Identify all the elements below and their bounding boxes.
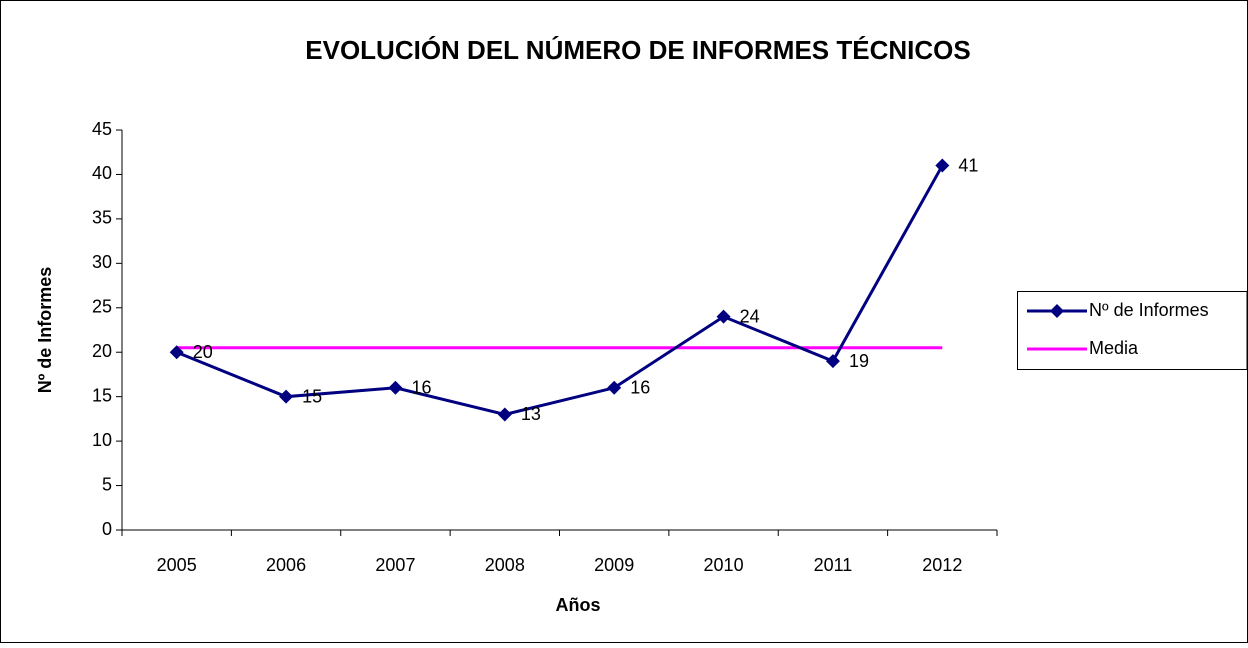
y-tick-label: 5 bbox=[102, 474, 112, 494]
x-axis-title: Años bbox=[556, 595, 601, 615]
x-tick-label: 2008 bbox=[485, 555, 525, 575]
y-tick-label: 20 bbox=[92, 341, 112, 361]
data-point bbox=[825, 354, 840, 369]
legend-box bbox=[1017, 291, 1248, 370]
data-point bbox=[169, 345, 184, 360]
data-label: 16 bbox=[630, 378, 650, 398]
y-tick-label: 30 bbox=[92, 252, 112, 272]
data-label: 24 bbox=[740, 306, 760, 326]
data-label: 15 bbox=[302, 386, 322, 406]
x-tick-label: 2010 bbox=[704, 555, 744, 575]
y-tick-label: 25 bbox=[92, 297, 112, 317]
data-label: 20 bbox=[193, 342, 213, 362]
data-point bbox=[497, 407, 512, 422]
data-point bbox=[607, 380, 622, 395]
legend-label: Media bbox=[1089, 338, 1139, 358]
y-tick-label: 15 bbox=[92, 385, 112, 405]
data-point bbox=[935, 158, 950, 173]
y-tick-label: 0 bbox=[102, 519, 112, 539]
y-tick-label: 40 bbox=[92, 163, 112, 183]
legend-label: Nº de Informes bbox=[1089, 300, 1209, 320]
x-tick-label: 2012 bbox=[922, 555, 962, 575]
y-tick-label: 10 bbox=[92, 430, 112, 450]
data-point bbox=[279, 389, 294, 404]
legend-marker bbox=[1050, 304, 1064, 318]
x-tick-label: 2006 bbox=[266, 555, 306, 575]
y-tick-label: 45 bbox=[92, 119, 112, 139]
x-tick-label: 2009 bbox=[594, 555, 634, 575]
data-label: 41 bbox=[958, 155, 978, 175]
data-point bbox=[716, 309, 731, 324]
series-line bbox=[176, 164, 944, 416]
data-point bbox=[388, 380, 403, 395]
x-tick-label: 2011 bbox=[814, 555, 853, 575]
data-label: 13 bbox=[521, 404, 541, 424]
chart-title: EVOLUCIÓN DEL NÚMERO DE INFORMES TÉCNICO… bbox=[305, 35, 970, 65]
data-label: 19 bbox=[849, 351, 869, 371]
y-axis-title: Nº de Informes bbox=[35, 267, 55, 394]
x-tick-label: 2005 bbox=[157, 555, 197, 575]
data-label: 16 bbox=[411, 378, 431, 398]
x-tick-label: 2007 bbox=[375, 555, 415, 575]
y-tick-label: 35 bbox=[92, 208, 112, 228]
